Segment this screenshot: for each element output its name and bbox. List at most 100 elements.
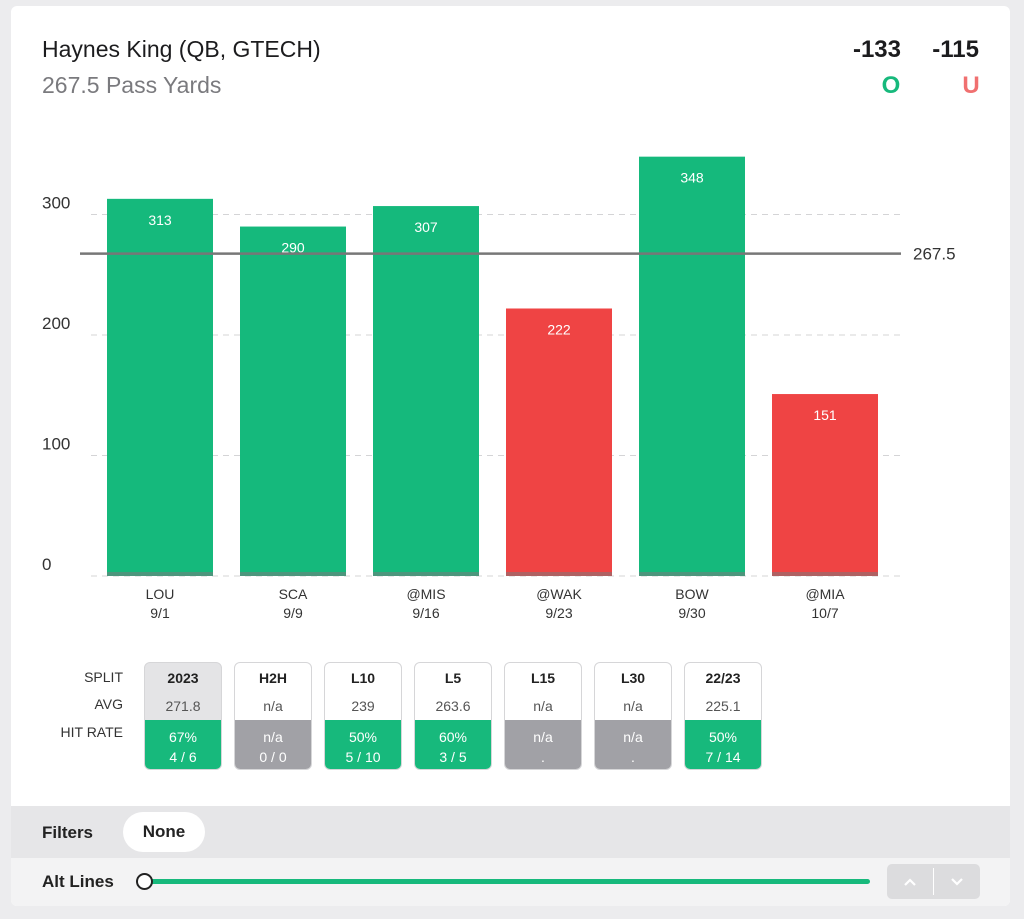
- prop-line-subtitle: 267.5 Pass Yards: [42, 72, 222, 98]
- hit-rate-pct: 67%: [168, 729, 198, 745]
- hit-rate-record: 5 / 10: [345, 749, 381, 765]
- y-tick-label: 100: [42, 435, 70, 454]
- split-card-22-23[interactable]: 22/23 225.1 50% 7 / 14: [684, 662, 762, 770]
- x-category-label: BOW: [675, 586, 709, 602]
- x-date-label: 10/7: [811, 605, 838, 621]
- hit-rate-row-label: HIT RATE: [60, 724, 124, 740]
- bar-bow[interactable]: [639, 156, 745, 576]
- hit-rate-pct: n/a: [623, 729, 643, 745]
- hit-rate-record: 3 / 5: [439, 749, 467, 765]
- x-date-label: 9/1: [150, 605, 170, 621]
- x-category-label: SCA: [279, 586, 308, 602]
- split-avg: n/a: [623, 698, 643, 714]
- x-date-label: 9/16: [412, 605, 439, 621]
- bar-base: [107, 572, 213, 576]
- x-category-label: @WAK: [536, 586, 582, 602]
- split-card-l30[interactable]: L30 n/a n/a.: [594, 662, 672, 770]
- filters-label: Filters: [42, 823, 94, 842]
- split-card-l15[interactable]: L15 n/a n/a.: [504, 662, 582, 770]
- hit-rate-pct: 50%: [708, 729, 738, 745]
- y-tick-label: 0: [42, 555, 51, 574]
- split-hit-rate: n/a.: [595, 720, 671, 769]
- pass-yards-bar-chart: 0 100 200 300 313 LOU 9/1 290 SCA 9/9 307 @MIS 9/16 2…: [42, 156, 956, 621]
- split-hit-rate: 50% 5 / 10: [325, 720, 401, 769]
- hit-rate-record: 7 / 14: [705, 749, 741, 765]
- split-label: L15: [530, 670, 556, 686]
- split-avg: 239: [351, 698, 375, 714]
- filter-none-button[interactable]: None: [123, 812, 205, 852]
- split-label: 22/23: [705, 670, 741, 686]
- bar-base: [373, 572, 479, 576]
- prop-line-label: 267.5: [913, 245, 956, 264]
- stepper-divider: [933, 868, 934, 895]
- split-hit-rate: n/a.: [505, 720, 581, 769]
- alt-lines-bar: Alt Lines: [11, 858, 1010, 906]
- under-label[interactable]: U: [962, 72, 980, 99]
- bar-base: [639, 572, 745, 576]
- split-avg: n/a: [263, 698, 283, 714]
- hit-rate-pct: 50%: [348, 729, 378, 745]
- bar-value-label: 307: [414, 219, 438, 235]
- player-title: Haynes King (QB, GTECH): [42, 36, 321, 62]
- bar-value-label: 151: [813, 407, 837, 423]
- over-odds[interactable]: -133: [852, 36, 901, 63]
- over-label[interactable]: O: [881, 72, 901, 99]
- bar-at-mia[interactable]: [772, 394, 878, 576]
- y-tick-label: 200: [42, 314, 70, 333]
- step-up-button[interactable]: [887, 864, 933, 899]
- split-hit-rate: 60% 3 / 5: [415, 720, 491, 769]
- bar-base: [240, 572, 346, 576]
- hit-rate-pct: 60%: [438, 729, 468, 745]
- bar-sca[interactable]: [240, 226, 346, 577]
- bar-value-label: 348: [680, 170, 704, 186]
- split-avg: 263.6: [435, 698, 471, 714]
- split-label: 2023: [167, 670, 199, 686]
- hit-rate-record: 4 / 6: [169, 749, 197, 765]
- hit-rate-record: 0 / 0: [259, 749, 287, 765]
- split-card-2023[interactable]: 2023 271.8 67% 4 / 6: [144, 662, 222, 770]
- alt-lines-slider-thumb[interactable]: [136, 873, 153, 890]
- bar-base: [772, 572, 878, 576]
- split-hit-rate: 67% 4 / 6: [145, 720, 221, 769]
- alt-lines-stepper: [887, 864, 980, 899]
- hit-rate-pct: n/a: [263, 729, 283, 745]
- hit-rate-pct: n/a: [533, 729, 553, 745]
- bar-base: [506, 572, 612, 576]
- x-category-label: LOU: [146, 586, 175, 602]
- x-date-label: 9/23: [545, 605, 572, 621]
- filters-bar: Filters None: [11, 806, 1010, 858]
- split-label: L30: [620, 670, 646, 686]
- bar-at-wak[interactable]: [506, 308, 612, 576]
- split-card-l10[interactable]: L10 239 50% 5 / 10: [324, 662, 402, 770]
- x-category-label: @MIS: [406, 586, 445, 602]
- bar-value-label: 313: [148, 212, 172, 228]
- split-card-h2h[interactable]: H2H n/a n/a 0 / 0: [234, 662, 312, 770]
- x-date-label: 9/30: [678, 605, 705, 621]
- prop-card: Haynes King (QB, GTECH) 267.5 Pass Yards…: [11, 6, 1010, 906]
- avg-row-label: AVG: [94, 696, 123, 712]
- alt-lines-slider-track[interactable]: [146, 879, 870, 884]
- chevron-down-icon: [951, 877, 963, 886]
- bar-value-label: 222: [547, 321, 571, 337]
- split-avg: 225.1: [705, 698, 741, 714]
- x-date-label: 9/9: [283, 605, 303, 621]
- split-card-l5[interactable]: L5 263.6 60% 3 / 5: [414, 662, 492, 770]
- split-label: L10: [350, 670, 376, 686]
- bar-lou[interactable]: [107, 198, 213, 576]
- split-avg: 271.8: [165, 698, 201, 714]
- y-tick-label: 300: [42, 194, 70, 213]
- chevron-up-icon: [904, 877, 916, 886]
- split-label: L5: [444, 670, 462, 686]
- alt-lines-label: Alt Lines: [42, 872, 114, 891]
- split-hit-rate: 50% 7 / 14: [685, 720, 761, 769]
- split-hit-rate: n/a 0 / 0: [235, 720, 311, 769]
- split-row-label: SPLIT: [84, 669, 123, 685]
- step-down-button[interactable]: [934, 864, 980, 899]
- bar-value-label: 290: [281, 240, 305, 256]
- hit-rate-record: .: [631, 749, 635, 765]
- bar-at-mis[interactable]: [373, 206, 479, 576]
- under-odds[interactable]: -115: [932, 36, 979, 63]
- x-category-label: @MIA: [805, 586, 845, 602]
- split-label: H2H: [258, 670, 287, 686]
- split-avg: n/a: [533, 698, 553, 714]
